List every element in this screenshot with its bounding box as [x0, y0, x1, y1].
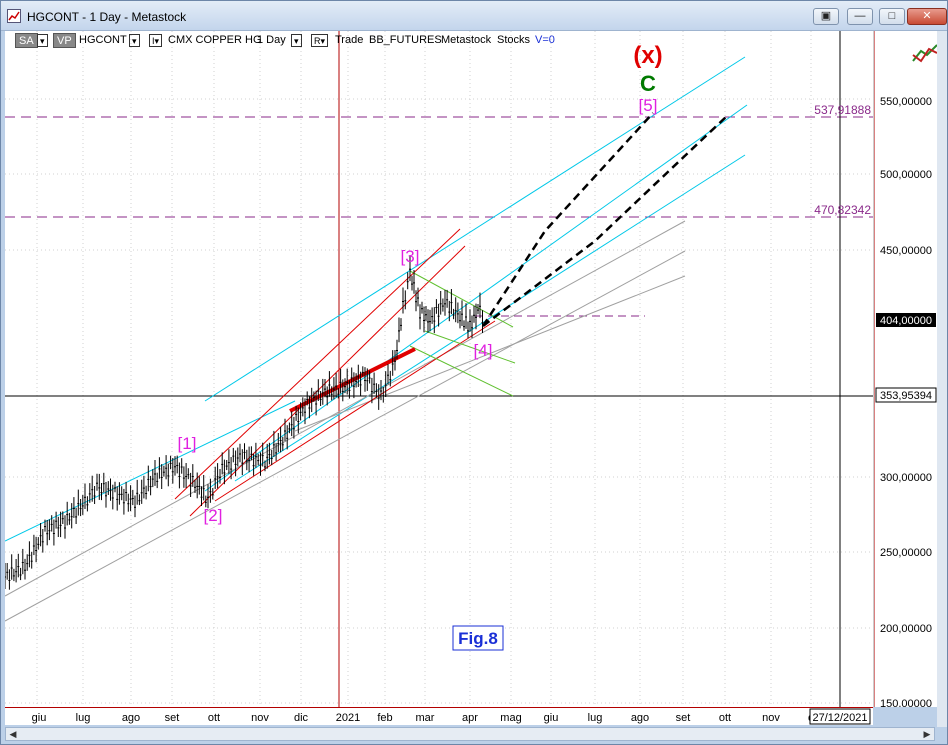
vp-button[interactable]: VP — [53, 33, 76, 48]
wave-3-label: [3] — [401, 247, 420, 266]
price-tick-550: 550,00000 — [880, 96, 932, 108]
crosshair-price-box — [875, 387, 937, 403]
r-button[interactable]: R▾ — [311, 34, 329, 47]
chart-area[interactable]: (x) C [5] [3] [4] [1] [2] Fig.8 537,9188… — [4, 31, 873, 707]
price-axis[interactable]: 550,00000 500,00000 450,00000 300,00000 … — [873, 31, 937, 710]
chart-toolbar: SA ▾ VP HGCONT ▾ I▾ CMX COPPER HG 1 Day … — [15, 33, 575, 49]
wave-2-label: [2] — [204, 506, 223, 525]
price-tick-250: 250,00000 — [880, 547, 932, 559]
trend-channels[interactable] — [4, 56, 748, 622]
level-label-mid: 470,82342 — [814, 203, 871, 217]
time-tick-label: apr — [462, 712, 478, 724]
indicator-icon[interactable] — [911, 41, 941, 67]
time-tick-label: mag — [500, 712, 521, 724]
volume-label: V=0 — [535, 34, 555, 46]
title-bar: HGCONT - 1 Day - Metastock ▣ — □ ✕ — [1, 1, 947, 31]
time-tick-label: lug — [76, 712, 91, 724]
channel-line[interactable] — [4, 250, 686, 622]
price-chart[interactable]: (x) C [5] [3] [4] [1] [2] Fig.8 537,9188… — [4, 31, 873, 707]
time-tick-label: set — [676, 712, 691, 724]
window-title: HGCONT - 1 Day - Metastock — [27, 10, 187, 24]
time-tick-label: 2021 — [336, 712, 360, 724]
data-source: BB_FUTURES — [369, 34, 442, 46]
symbol-dropdown-icon[interactable]: ▾ — [129, 34, 140, 47]
time-axis[interactable]: giu lug ago set ott nov dic 2021 feb mar apr mag giu… — [5, 707, 873, 725]
wave-c-label: C — [640, 71, 656, 96]
app-name: Metastock — [441, 34, 492, 46]
time-axis-svg: giu lug ago set ott nov dic 2021 feb mar apr mag giu… — [32, 708, 871, 725]
close-button[interactable]: ✕ — [907, 8, 947, 25]
time-tick-label: giu — [32, 712, 47, 724]
channel-line[interactable] — [424, 330, 516, 364]
time-tick-label: lug — [588, 712, 603, 724]
minimize-button[interactable]: — — [847, 8, 873, 25]
indicator-panel-icon-area[interactable] — [907, 31, 943, 91]
vertical-scrollbar[interactable] — [937, 31, 947, 727]
figure-label-box — [452, 625, 504, 651]
period-label[interactable]: 1 Day — [257, 34, 286, 46]
level-label-high: 537,91888 — [814, 103, 871, 117]
price-tick-200: 200,00000 — [880, 623, 932, 635]
scroll-left-icon[interactable]: ◀ — [9, 729, 17, 739]
time-tick-label: ott — [208, 712, 220, 724]
trade-label[interactable]: Trade — [335, 34, 364, 46]
price-axis-svg: 550,00000 500,00000 450,00000 300,00000 … — [873, 31, 937, 710]
market-label: Stocks — [497, 34, 531, 46]
channel-line[interactable] — [204, 56, 746, 402]
price-bars — [4, 255, 484, 590]
period-dropdown-icon[interactable]: ▾ — [291, 34, 302, 47]
security-name: CMX COPPER HG — [168, 34, 262, 46]
price-tick-150: 150,00000 — [880, 698, 932, 707]
time-tick-label: nov — [762, 712, 780, 724]
time-tick-label: dic — [294, 712, 309, 724]
time-tick-label: giu — [544, 712, 559, 724]
time-tick-label: feb — [377, 712, 392, 724]
maximize-button[interactable]: □ — [879, 8, 905, 25]
last-price-label: 404,00000 — [880, 315, 932, 327]
time-tick-label: ago — [122, 712, 140, 724]
grid-lines — [5, 31, 873, 707]
scroll-right-icon[interactable]: ▶ — [923, 729, 931, 739]
wave-5-label: [5] — [639, 96, 658, 115]
price-tick-450: 450,00000 — [880, 245, 932, 257]
price-tick-500: 500,00000 — [880, 169, 932, 181]
time-tick-label: nov — [251, 712, 269, 724]
wave-x-label: (x) — [633, 42, 662, 69]
chart-app-icon — [7, 9, 21, 23]
channel-line[interactable] — [294, 275, 686, 432]
time-tick-label: mar — [416, 712, 435, 724]
last-price-box — [876, 313, 936, 327]
info-button[interactable]: I▾ — [149, 34, 163, 47]
horizontal-scrollbar[interactable]: ◀ ▶ — [5, 727, 935, 741]
time-tick-label: set — [165, 712, 180, 724]
projection-path-lower[interactable] — [482, 115, 728, 327]
figure-label: Fig.8 — [458, 629, 498, 648]
wave-1-label: [1] — [178, 434, 197, 453]
sa-button[interactable]: SA — [15, 33, 38, 48]
symbol-label[interactable]: HGCONT — [79, 34, 127, 46]
channel-line[interactable] — [214, 320, 496, 502]
crosshair-date-box — [809, 708, 871, 725]
channel-line[interactable] — [204, 104, 748, 492]
restore-button[interactable]: ▣ — [813, 8, 839, 25]
time-tick-label: ago — [631, 712, 649, 724]
crosshair-price-label: 353,95394 — [880, 390, 932, 402]
wave-4-label: [4] — [474, 341, 493, 360]
time-tick-label: ott — [719, 712, 731, 724]
channel-line[interactable] — [234, 154, 746, 482]
price-tick-300: 300,00000 — [880, 472, 932, 484]
channel-line[interactable] — [4, 220, 686, 597]
sa-dropdown-icon[interactable]: ▾ — [37, 34, 48, 47]
projection-path-upper[interactable] — [481, 112, 654, 327]
crosshair-date-label: 27/12/2021 — [812, 712, 867, 724]
channel-line[interactable] — [4, 400, 296, 542]
channel-line[interactable] — [409, 345, 514, 397]
